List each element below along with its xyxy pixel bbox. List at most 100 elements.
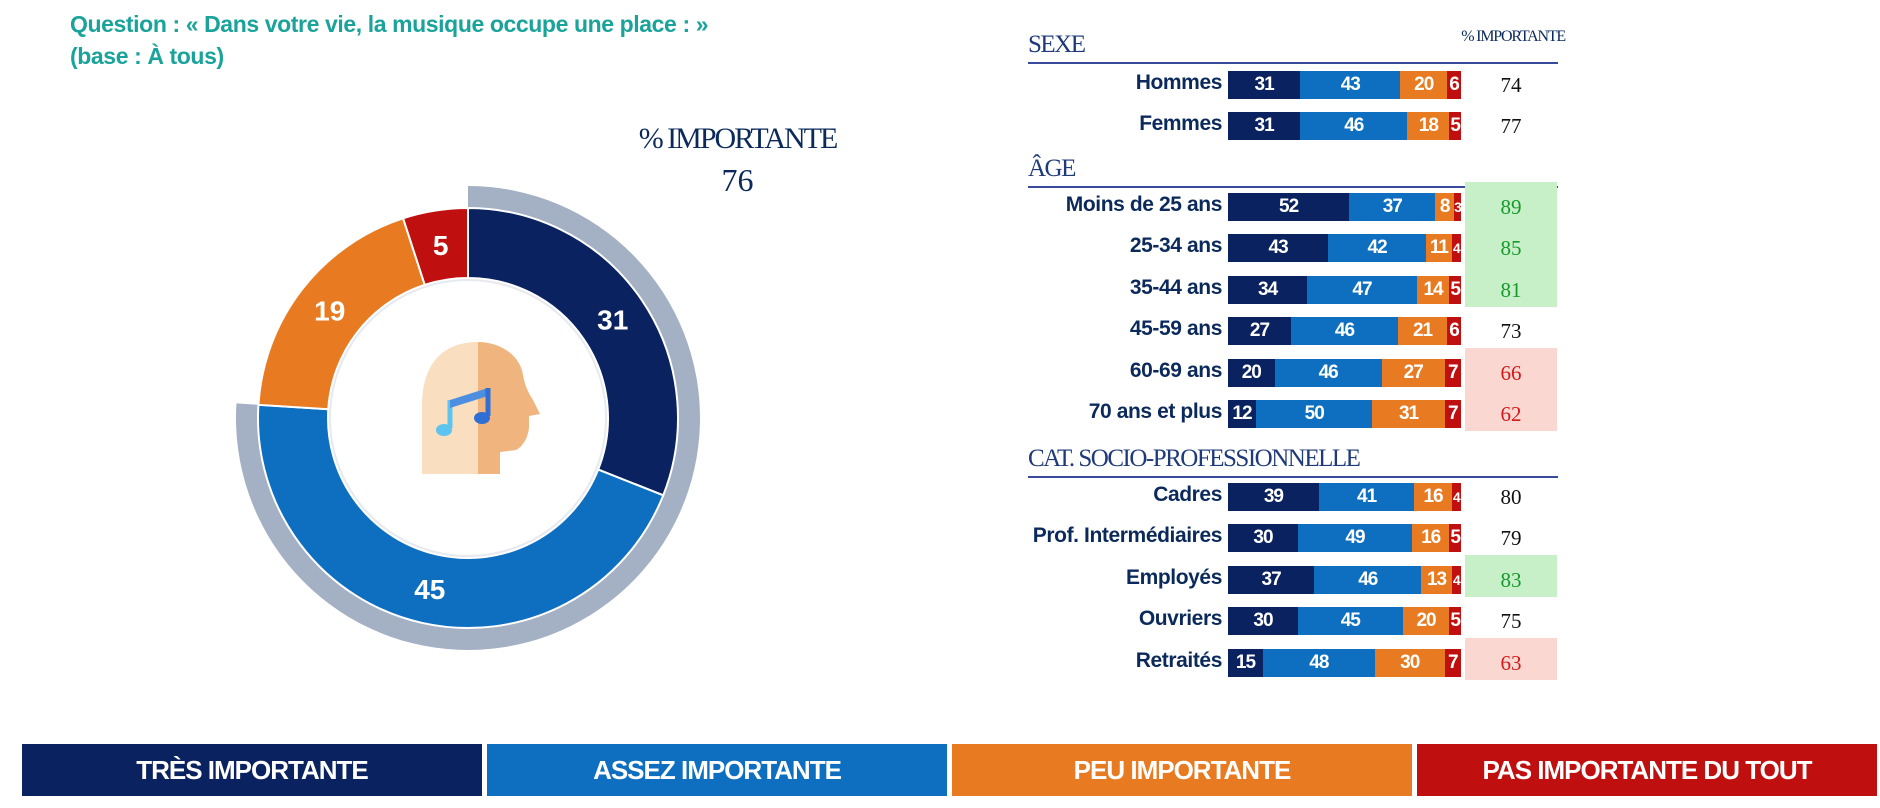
bar-segment: 42 (1328, 234, 1427, 263)
donut-slice-label: 45 (414, 574, 445, 605)
row-label: Femmes (1139, 112, 1222, 136)
importance-total: 80 (1500, 485, 1522, 509)
row-label: Hommes (1135, 71, 1223, 94)
legend-item: ASSEZ IMPORTANTE (487, 744, 947, 796)
section-title: ÂGE (1028, 152, 1558, 188)
bar-segment: 30 (1228, 524, 1298, 553)
question-text: Question : « Dans votre vie, la musique … (70, 8, 708, 72)
bar-segment: 20 (1400, 71, 1447, 99)
bar-segment: 46 (1300, 112, 1408, 141)
row-label: Cadres (1153, 483, 1222, 506)
table-row: Employés 37 46 13 4 83 (0, 554, 1880, 597)
row-label: Moins de 25 ans (1065, 193, 1223, 216)
table-row: 60-69 ans 20 46 27 7 66 (0, 347, 1880, 390)
bar-segment: 7 (1444, 358, 1461, 387)
bar-segment: 7 (1444, 400, 1461, 428)
bar-segment: 5 (1449, 524, 1461, 553)
legend-item: PEU IMPORTANTE (952, 744, 1412, 796)
bar-segment: 31 (1228, 71, 1301, 99)
table-pct-header: % IMPORTANTE (1461, 28, 1566, 45)
table-row: 35-44 ans 34 47 14 5 81 (0, 264, 1880, 307)
importance-total: 83 (1465, 554, 1557, 597)
row-label: 70 ans et plus (1088, 400, 1223, 423)
row-label: Ouvriers (1138, 607, 1223, 631)
stacked-bar: 31 43 20 6 (1228, 71, 1461, 99)
bar-segment: 52 (1228, 193, 1350, 221)
table-row: Moins de 25 ans 52 37 8 3 89 (0, 182, 1880, 224)
stacked-bar: 52 37 8 3 (1228, 193, 1461, 221)
question-line-1: Question : « Dans votre vie, la musique … (70, 11, 709, 37)
stacked-bar: 15 48 30 7 (1228, 648, 1461, 677)
question-base-line: (base : À tous) (70, 43, 224, 69)
row-label: 60-69 ans (1129, 358, 1223, 382)
importance-total: 73 (1500, 319, 1522, 344)
bar-segment: 39 (1228, 483, 1319, 511)
stacked-bar: 30 45 20 5 (1228, 607, 1461, 636)
bar-segment: 45 (1297, 607, 1403, 636)
bar-segment: 21 (1398, 317, 1447, 346)
head-music-icon (422, 342, 540, 474)
bar-segment: 46 (1290, 317, 1399, 346)
stacked-bar: 43 42 11 4 (1228, 234, 1461, 263)
stacked-bar: 31 46 18 5 (1228, 112, 1461, 141)
stacked-bar: 20 46 27 7 (1228, 358, 1461, 387)
bar-segment: 12 (1228, 400, 1256, 428)
bar-segment: 6 (1447, 317, 1461, 346)
bar-segment: 31 (1372, 400, 1445, 428)
donut-slice-label: 19 (314, 296, 345, 327)
row-label: Retraités (1135, 648, 1223, 672)
bar-segment: 15 (1228, 648, 1263, 677)
bar-segment: 37 (1228, 565, 1315, 594)
importance-total: 77 (1500, 114, 1522, 139)
importance-total: 89 (1465, 182, 1557, 224)
row-label: 35-44 ans (1129, 275, 1223, 299)
bar-segment: 20 (1402, 607, 1450, 636)
bar-segment: 14 (1416, 275, 1450, 304)
table-row: Ouvriers 30 45 20 5 75 (0, 604, 1880, 638)
bar-segment: 50 (1255, 400, 1373, 428)
row-label: 45-59 ans (1129, 317, 1223, 341)
bar-segment: 5 (1449, 112, 1461, 141)
bar-segment: 7 (1444, 648, 1461, 677)
stacked-bar: 39 41 16 4 (1228, 483, 1461, 511)
bar-segment: 43 (1300, 71, 1401, 99)
bar-segment: 46 (1314, 565, 1422, 594)
importance-total: 62 (1465, 389, 1557, 431)
bar-segment: 18 (1407, 112, 1450, 141)
bar-segment: 43 (1228, 234, 1329, 263)
bar-segment: 4 (1451, 483, 1461, 511)
table-row: Retraités 15 48 30 7 63 (0, 637, 1880, 680)
bar-segment: 5 (1449, 275, 1461, 304)
bar-segment: 11 (1426, 234, 1452, 263)
donut-slice-label: 5 (433, 230, 449, 261)
kpi-value: 76 (721, 162, 754, 198)
bar-segment: 30 (1228, 607, 1298, 636)
stacked-bar: 34 47 14 5 (1228, 275, 1461, 304)
bar-segment: 30 (1374, 648, 1445, 677)
bar-segment: 20 (1228, 358, 1275, 387)
donut-slice-1 (467, 206, 679, 497)
table-row: Prof. Intermédiaires 30 49 16 5 79 (0, 521, 1880, 555)
table-row: Cadres 39 41 16 4 80 (0, 480, 1880, 514)
bar-segment: 5 (1449, 607, 1461, 636)
bar-segment: 16 (1412, 524, 1450, 553)
bar-segment: 37 (1349, 193, 1436, 221)
bar-segment: 27 (1381, 358, 1445, 387)
row-label: Prof. Intermédiaires (1032, 524, 1223, 548)
stacked-bar: 37 46 13 4 (1228, 565, 1461, 594)
importance-total: 79 (1500, 526, 1522, 551)
bar-segment: 27 (1228, 317, 1291, 346)
bar-segment: 6 (1447, 71, 1461, 99)
bar-segment: 13 (1421, 565, 1452, 594)
table-row: 25-34 ans 43 42 11 4 85 (0, 223, 1880, 266)
table-row: Hommes 31 43 20 6 74 (0, 68, 1880, 102)
table-row: 45-59 ans 27 46 21 6 73 (0, 314, 1880, 348)
importance-total: 75 (1500, 609, 1522, 634)
bar-segment: 4 (1451, 565, 1461, 594)
donut-slice-4 (401, 206, 469, 287)
section-title: CAT. SOCIO-PROFESSIONNELLE (1028, 442, 1558, 478)
bar-segment: 31 (1228, 112, 1301, 141)
bar-segment: 16 (1414, 483, 1452, 511)
importance-total: 63 (1465, 637, 1557, 680)
